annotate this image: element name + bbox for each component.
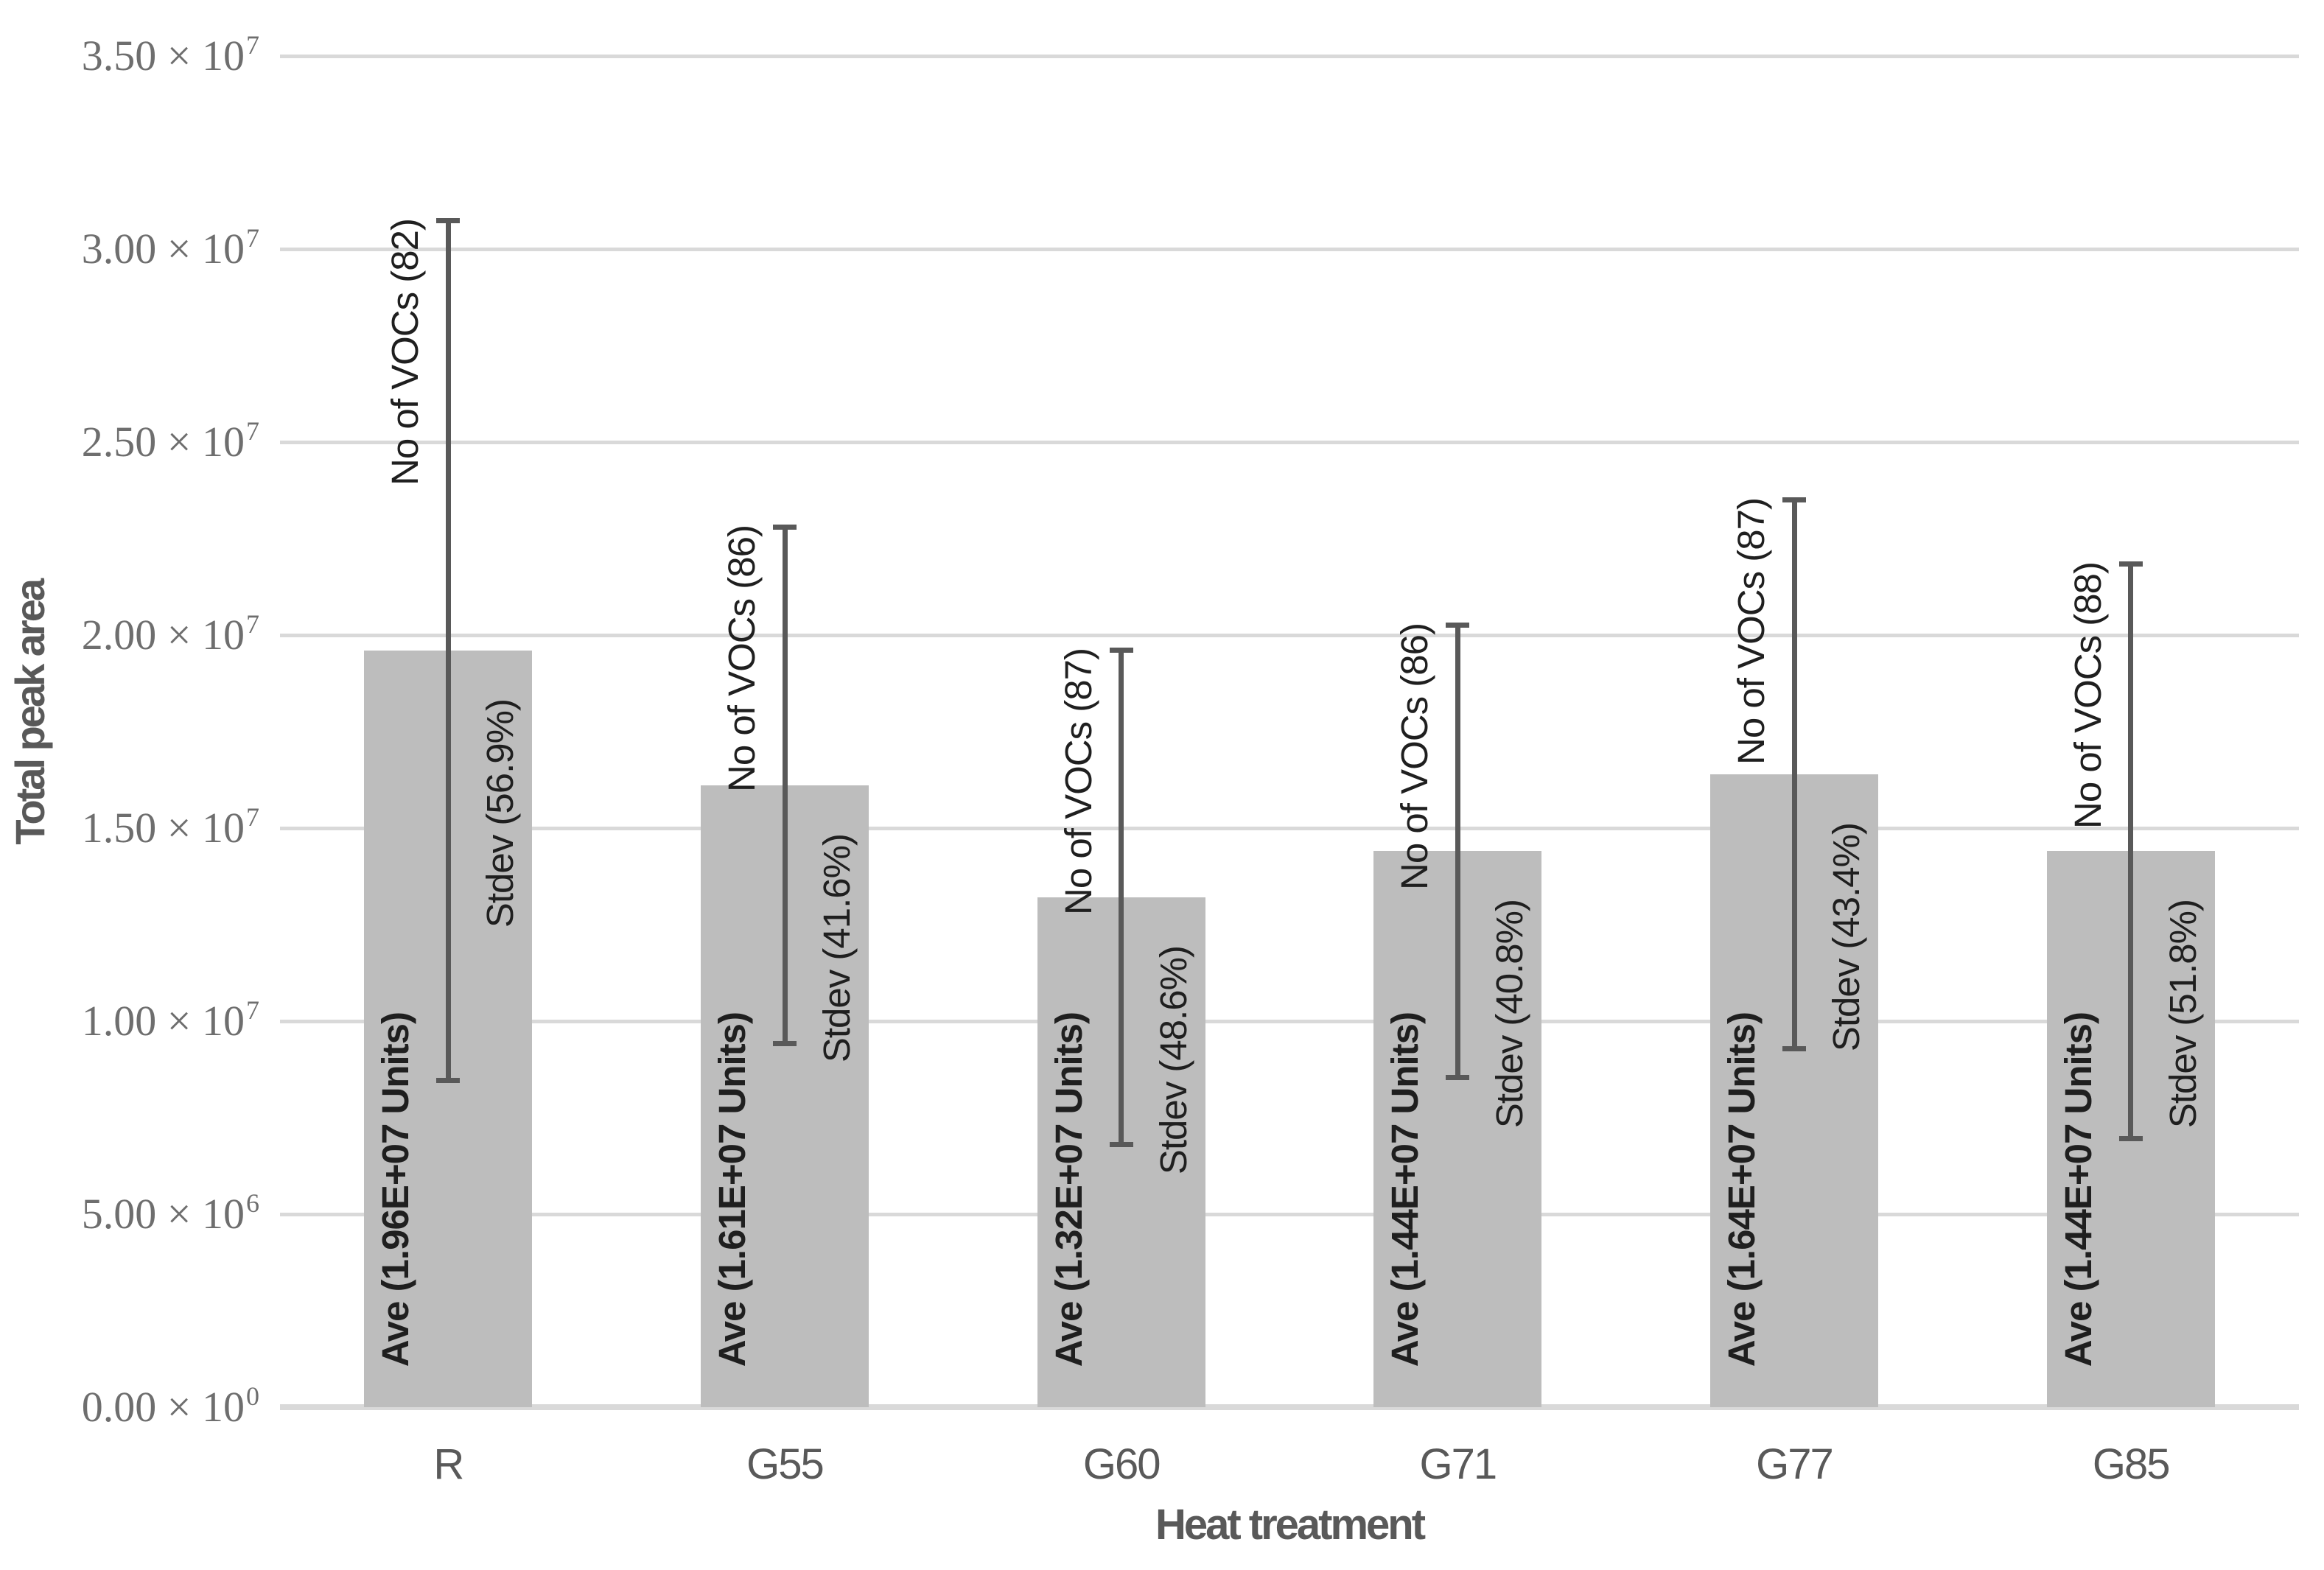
error-bar-cap-top-G55 <box>773 525 797 530</box>
error-bar-cap-bottom-G77 <box>1782 1045 1806 1051</box>
y-tick-label-15000000: 1.50 × 107 <box>81 802 259 852</box>
stdev-label-G60: Stdev (48.6%) <box>1152 946 1194 1175</box>
voc-count-label-G85: No of VOCs (88) <box>2066 561 2109 829</box>
stdev-label-G77: Stdev (43.4%) <box>1825 822 1867 1051</box>
ave-label-R: Ave (1.96E+07 Units) <box>374 1012 417 1367</box>
error-bar-cap-top-R <box>436 217 461 223</box>
x-tick-label-G55: G55 <box>746 1440 825 1488</box>
y-tick-label-30000000: 3.00 × 107 <box>81 223 259 273</box>
x-tick-label-G85: G85 <box>2092 1440 2171 1488</box>
y-tick-label-0: 0.00 × 100 <box>81 1381 259 1431</box>
stdev-label-G55: Stdev (41.6%) <box>816 834 858 1063</box>
ave-label-G71: Ave (1.44E+07 Units) <box>1384 1012 1427 1367</box>
x-tick-label-G60: G60 <box>1082 1440 1161 1488</box>
gridline-30000000 <box>280 247 2299 251</box>
voc-count-label-R: No of VOCs (82) <box>384 218 427 486</box>
ave-label-G55: Ave (1.61E+07 Units) <box>711 1012 753 1367</box>
error-bar-cap-bottom-G60 <box>1109 1142 1133 1148</box>
error-bar-G85 <box>2128 563 2134 1140</box>
error-bar-G71 <box>1455 624 1460 1079</box>
ave-label-G85: Ave (1.44E+07 Units) <box>2057 1012 2099 1367</box>
error-bar-G77 <box>1791 499 1797 1049</box>
y-tick-label-20000000: 2.00 × 107 <box>81 609 259 659</box>
error-bar-cap-bottom-G85 <box>2118 1136 2143 1142</box>
gridline-15000000 <box>280 826 2299 830</box>
stdev-label-G71: Stdev (40.8%) <box>1488 900 1531 1129</box>
gridline-20000000 <box>280 633 2299 637</box>
stdev-label-G85: Stdev (51.8%) <box>2161 900 2204 1129</box>
gridline-35000000 <box>280 54 2299 58</box>
ave-label-G60: Ave (1.32E+07 Units) <box>1047 1012 1090 1367</box>
y-tick-label-10000000: 1.00 × 107 <box>81 995 259 1045</box>
error-bar-cap-top-G60 <box>1109 648 1133 653</box>
y-tick-label-5000000: 5.00 × 106 <box>81 1188 259 1238</box>
gridline-10000000 <box>280 1019 2299 1023</box>
y-tick-label-35000000: 3.50 × 107 <box>81 30 259 80</box>
gridline-25000000 <box>280 440 2299 444</box>
stdev-label-R: Stdev (56.9%) <box>479 698 522 928</box>
error-bar-cap-top-G77 <box>1782 497 1806 502</box>
ave-label-G77: Ave (1.64E+07 Units) <box>1721 1012 1763 1367</box>
error-bar-cap-top-G85 <box>2118 561 2143 567</box>
error-bar-cap-bottom-R <box>436 1078 461 1084</box>
x-tick-label-R: R <box>433 1440 464 1488</box>
error-bar-cap-top-G71 <box>1446 622 1470 628</box>
error-bar-cap-bottom-G55 <box>773 1041 797 1047</box>
voc-count-label-G55: No of VOCs (86) <box>721 525 763 793</box>
error-bar-G55 <box>782 527 788 1045</box>
error-bar-R <box>445 220 451 1082</box>
voc-count-label-G77: No of VOCs (87) <box>1730 497 1772 765</box>
error-bar-G60 <box>1119 650 1124 1146</box>
x-tick-label-G71: G71 <box>1419 1440 1498 1488</box>
gridline-0 <box>280 1404 2299 1410</box>
x-axis-title: Heat treatment <box>1155 1501 1426 1549</box>
y-axis-title: Total peak area <box>7 581 53 845</box>
gridline-5000000 <box>280 1212 2299 1216</box>
voc-count-label-G71: No of VOCs (86) <box>1393 623 1436 890</box>
error-bar-cap-bottom-G71 <box>1446 1075 1470 1081</box>
y-tick-label-25000000: 2.50 × 107 <box>81 416 259 466</box>
voc-count-label-G60: No of VOCs (87) <box>1057 648 1099 916</box>
x-tick-label-G77: G77 <box>1756 1440 1834 1488</box>
